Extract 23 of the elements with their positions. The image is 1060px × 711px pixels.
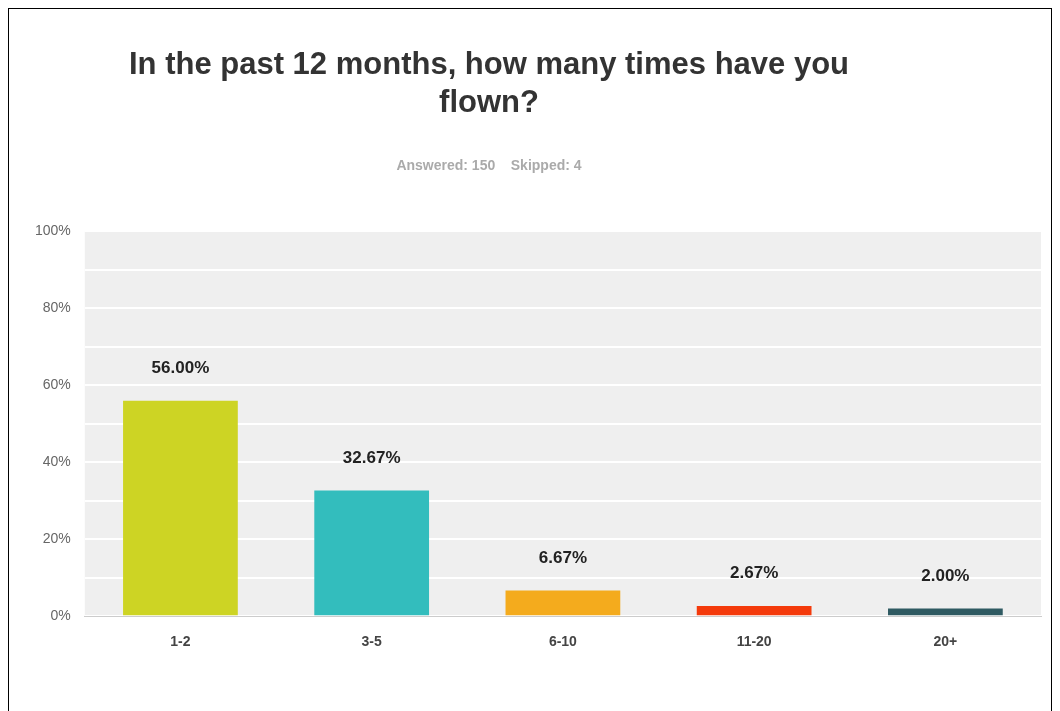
bar [696,605,812,616]
data-label: 6.67% [538,547,587,567]
x-tick-label: 11-20 [736,633,772,650]
x-tick-label: 3-5 [361,633,382,650]
y-tick-label: 40% [42,453,71,470]
y-tick-label: 0% [50,607,71,624]
data-label: 32.67% [342,447,401,467]
y-tick-label: 20% [42,530,71,547]
bar [314,490,430,616]
chart-subtitle: Answered: 150 Skipped: 4 [395,157,583,173]
y-tick-label: 100% [34,222,71,239]
data-label: 2.67% [730,563,779,583]
data-label: 56.00% [151,357,210,377]
x-tick-label: 20+ [933,633,958,650]
data-label: 2.00% [921,565,970,585]
bar [505,590,621,616]
bar [123,400,238,616]
x-tick-label: 1-2 [170,633,191,650]
chart-title: In the past 12 months, how many times have you flown? [127,45,851,121]
y-tick-label: 60% [42,376,71,393]
bar [888,608,1003,616]
y-tick-label: 80% [42,299,71,316]
x-tick-label: 6-10 [548,633,578,650]
